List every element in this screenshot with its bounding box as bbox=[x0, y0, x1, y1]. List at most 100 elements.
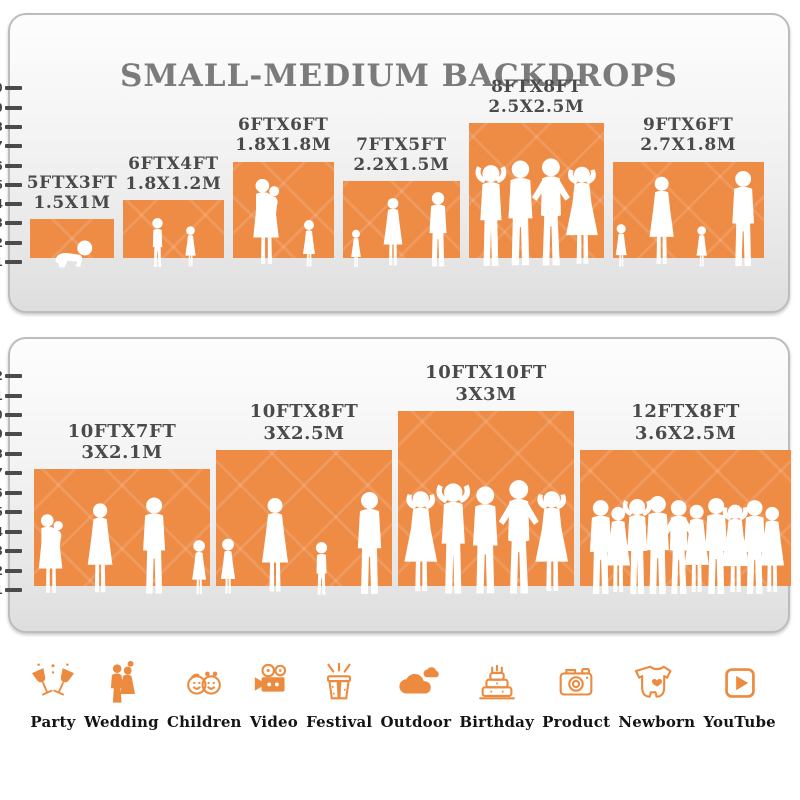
silhouette-group bbox=[50, 239, 95, 269]
category-label: Video bbox=[249, 713, 298, 731]
ruler-tick-label: 6 bbox=[0, 158, 2, 173]
person-silhouette bbox=[246, 177, 286, 269]
small-medium-panel: SMALL-MEDIUM BACKDROPS 1 2 3 4 5 6 7 8 9 10 5FTX3… bbox=[0, 13, 790, 313]
backdrop-rect bbox=[232, 161, 334, 259]
backdrop-size-label: 12FTX8FT 3.6X2.5M bbox=[631, 401, 740, 443]
backdrop-size-label: 8FTX8FT 2.5X2.5M bbox=[488, 77, 584, 117]
size-ft: 6FTX4FT bbox=[128, 154, 219, 175]
person-silhouette bbox=[309, 541, 334, 597]
category-item: Children bbox=[167, 660, 242, 731]
backdrop-size-label: 6FTX6FT 1.8X1.8M bbox=[235, 115, 331, 155]
person-silhouette bbox=[215, 537, 241, 597]
person-silhouette bbox=[32, 513, 69, 597]
size-m: 2.2X1.5M bbox=[353, 154, 450, 175]
newborn-icon bbox=[634, 660, 680, 706]
ruler-tick: 2 bbox=[0, 235, 22, 250]
category-item: Festival bbox=[306, 660, 372, 731]
person-silhouette bbox=[186, 539, 212, 597]
person-silhouette bbox=[79, 502, 121, 597]
person-silhouette bbox=[346, 491, 393, 597]
ruler-tick-label: 3 bbox=[0, 543, 2, 558]
wedding-icon bbox=[98, 660, 144, 706]
backdrop-size-label: 10FTX7FT 3X2.1M bbox=[68, 421, 177, 463]
ruler-tick: 7 bbox=[0, 138, 22, 153]
category-label: YouTube bbox=[703, 713, 776, 731]
backdrop-bar: 9FTX6FT 2.7X1.8M bbox=[612, 115, 764, 258]
size-ft: 6FTX6FT bbox=[237, 115, 329, 136]
ruler-tick-label: 2 bbox=[0, 235, 2, 250]
ruler-tick: 3 bbox=[0, 543, 22, 558]
ruler-tick-label: 3 bbox=[0, 215, 2, 230]
youtube-icon bbox=[717, 660, 763, 706]
person-silhouette bbox=[347, 229, 365, 269]
ruler-tick-label: 9 bbox=[0, 426, 2, 441]
backdrop-bar: 5FTX3FT 1.5X1M bbox=[27, 173, 117, 258]
backdrop-bar: 6FTX6FT 1.8X1.8M bbox=[232, 115, 334, 259]
category-label: Newborn bbox=[618, 713, 696, 731]
ruler-tick: 9 bbox=[0, 426, 22, 441]
ruler-tick-label: 9 bbox=[0, 100, 2, 115]
silhouette-group bbox=[215, 491, 393, 597]
ruler-tick-label: 6 bbox=[0, 485, 2, 500]
backdrop-rect bbox=[469, 122, 604, 258]
backdrop-bar: 12FTX8FT 3.6X2.5M bbox=[580, 401, 792, 586]
festival-icon bbox=[316, 660, 362, 706]
ruler-tick-label: 5 bbox=[0, 504, 2, 519]
person-silhouette bbox=[421, 191, 455, 269]
size-ft: 12FTX8FT bbox=[631, 401, 740, 423]
ruler-tick: 12 bbox=[0, 368, 22, 383]
ruler-tick-label: 7 bbox=[0, 138, 2, 153]
backdrop-size-label: 6FTX4FT 1.8X1.2M bbox=[125, 154, 221, 194]
person-silhouette bbox=[641, 175, 682, 269]
size-m: 3X3M bbox=[455, 383, 517, 405]
backdrop-bar: 10FTX8FT 3X2.5M bbox=[216, 401, 392, 586]
children-icon bbox=[181, 660, 227, 706]
size-ft: 10FTX10FT bbox=[425, 362, 547, 384]
person-silhouette bbox=[298, 219, 320, 269]
person-silhouette bbox=[253, 496, 297, 597]
backdrop-bar: 8FTX8FT 2.5X2.5M bbox=[469, 77, 604, 258]
size-ft: 10FTX8FT bbox=[249, 401, 359, 423]
ruler-tick: 3 bbox=[0, 215, 22, 230]
category-label: Product bbox=[542, 713, 611, 731]
page-title: SMALL-MEDIUM BACKDROPS bbox=[120, 57, 678, 94]
birthday-icon bbox=[474, 660, 520, 706]
silhouette-group bbox=[397, 479, 576, 597]
silhouette-group bbox=[611, 170, 765, 269]
category-item: Newborn bbox=[618, 660, 695, 731]
backdrop-size-label: 5FTX3FT 1.5X1M bbox=[27, 173, 118, 213]
category-item: Birthday bbox=[459, 660, 534, 731]
category-item: YouTube bbox=[703, 660, 776, 731]
backdrop-rect bbox=[123, 200, 224, 258]
baby-silhouette bbox=[50, 239, 95, 269]
backdrop-rect bbox=[34, 469, 210, 586]
category-item: Video bbox=[250, 660, 298, 731]
size-m: 2.5X2.5M bbox=[488, 96, 585, 117]
person-silhouette bbox=[377, 197, 409, 269]
ruler-tick: 8 bbox=[0, 119, 22, 134]
ruler-tick-label: 8 bbox=[0, 446, 2, 461]
ruler-tick-label: 5 bbox=[0, 177, 2, 192]
category-item: Party bbox=[30, 660, 76, 731]
size-m: 1.5X1M bbox=[33, 193, 111, 214]
category-label: Party bbox=[30, 713, 76, 731]
medium-large-panel: 123456789101112 10FTX7FT3X2.1M10FTX8FT3X… bbox=[0, 337, 792, 633]
category-label: Birthday bbox=[459, 713, 534, 731]
ruler-tick-label: 2 bbox=[0, 563, 2, 578]
category-item: Wedding bbox=[84, 660, 159, 731]
ruler-tick: 4 bbox=[0, 196, 22, 211]
ruler-tick: 4 bbox=[0, 524, 22, 539]
backdrop-bar: 10FTX7FT 3X2.1M bbox=[34, 421, 210, 586]
person-silhouette bbox=[692, 225, 711, 269]
backdrop-size-label: 9FTX6FT 2.7X1.8M bbox=[640, 115, 736, 155]
ruler-tick: 1 bbox=[0, 582, 22, 597]
person-silhouette bbox=[181, 225, 200, 269]
category-item: Product bbox=[542, 660, 610, 731]
backdrop-rect bbox=[398, 410, 574, 586]
ruler-tick: 10 bbox=[0, 80, 22, 95]
silhouette-group bbox=[32, 496, 212, 597]
backdrop-size-label: 10FTX8FT 3X2.5M bbox=[250, 401, 359, 443]
person-silhouette bbox=[721, 170, 765, 269]
ruler-tick-label: 1 bbox=[0, 254, 2, 269]
